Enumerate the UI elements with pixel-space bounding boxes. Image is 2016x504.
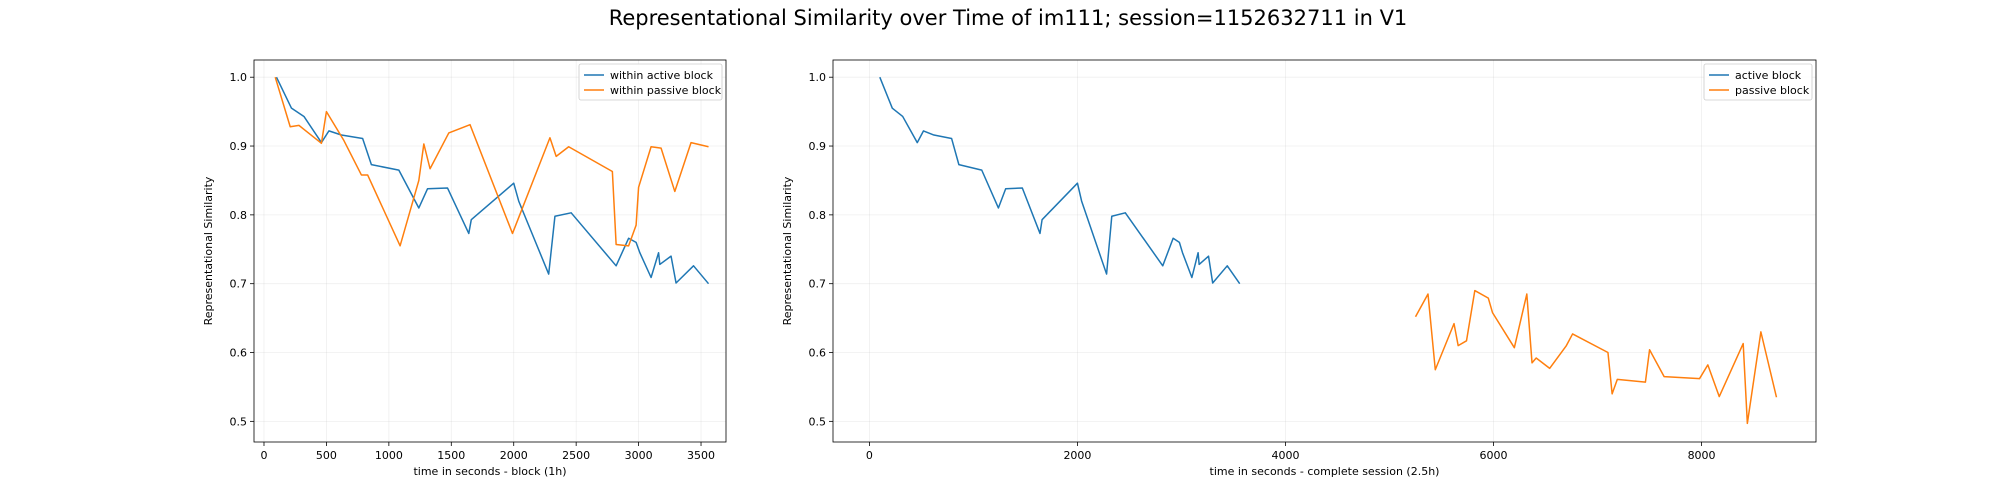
x-tick-label: 1000	[375, 449, 403, 462]
legend: active block passive block	[1703, 63, 1813, 101]
legend-label-1: active block	[1735, 69, 1802, 82]
axes-frame	[832, 59, 1817, 443]
y-tick-label: 0.5	[809, 415, 827, 428]
y-tick-label: 0.7	[230, 278, 248, 291]
x-tick-label: 2000	[1063, 449, 1091, 462]
y-axis-label: Representational Similarity	[781, 176, 794, 325]
figure-title: Representational Similarity over Time of…	[608, 6, 1408, 30]
x-axis-label: time in seconds - block (1h)	[413, 465, 566, 478]
x-tick-label: 8000	[1688, 449, 1716, 462]
chart-1: 0 500 1000 1500 2000 2500 3000 3500 0.5 0.6 0.7 0.8…	[202, 59, 727, 478]
legend-box	[1703, 63, 1813, 101]
series-line-2	[1414, 289, 1778, 425]
legend: within active block within passive block	[578, 63, 723, 101]
y-tick-label: 0.6	[809, 347, 827, 360]
y-tick-label: 0.5	[230, 415, 248, 428]
y-tick-label: 0.9	[809, 140, 827, 153]
x-axis-label: time in seconds - complete session (2.5h…	[1210, 465, 1440, 478]
x-tick-label: 4000	[1271, 449, 1299, 462]
series-line-1	[879, 76, 1241, 285]
axes-frame	[253, 59, 727, 443]
y-tick-label: 1.0	[809, 71, 827, 84]
x-tick-label: 3000	[625, 449, 653, 462]
legend-box	[578, 63, 723, 101]
y-tick-label: 0.7	[809, 278, 827, 291]
chart-2: 0 2000 4000 6000 8000 0.5 0.6 0.7 0.8 0.9 1.0 time …	[781, 59, 1817, 478]
legend-label-2: within passive block	[610, 84, 722, 97]
y-tick-label: 0.8	[230, 209, 248, 222]
x-tick-label: 0	[866, 449, 873, 462]
x-tick-label: 2500	[562, 449, 590, 462]
legend-label-1: within active block	[610, 69, 714, 82]
x-tick-label: 6000	[1480, 449, 1508, 462]
legend-label-2: passive block	[1735, 84, 1810, 97]
y-axis-label: Representational Similarity	[202, 176, 215, 325]
x-tick-label: 0	[260, 449, 267, 462]
series-line-2	[274, 76, 709, 247]
y-tick-label: 0.6	[230, 347, 248, 360]
y-tick-label: 0.9	[230, 140, 248, 153]
x-tick-label: 500	[316, 449, 337, 462]
y-tick-label: 0.8	[809, 209, 827, 222]
y-tick-label: 1.0	[230, 71, 248, 84]
x-tick-label: 1500	[437, 449, 465, 462]
x-tick-label: 2000	[500, 449, 528, 462]
x-tick-label: 3500	[687, 449, 715, 462]
